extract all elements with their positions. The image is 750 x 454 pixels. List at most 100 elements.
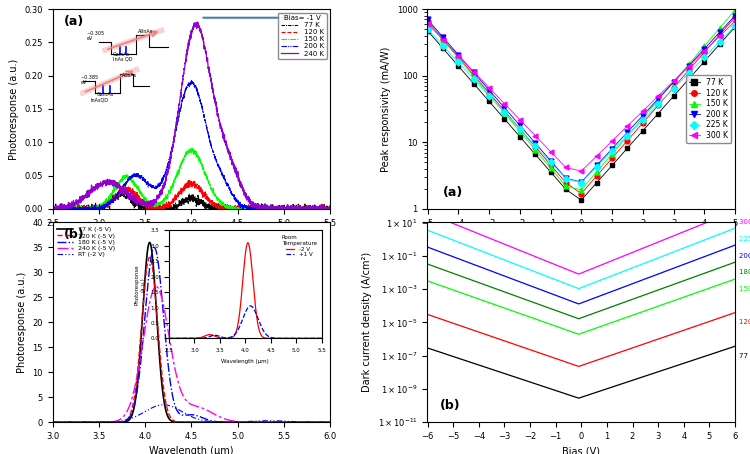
77 K	[655, 369, 664, 374]
RT (-2 V)	[317, 419, 326, 425]
180 K (-5 V)	[183, 412, 192, 418]
200 K	[604, 290, 613, 295]
RT (-2 V)	[317, 419, 326, 425]
300 K	[604, 259, 613, 265]
150 K	[561, 183, 570, 189]
120 K (-5 V)	[176, 419, 184, 425]
300 K	[716, 34, 724, 39]
150 K	[502, 306, 511, 311]
77 K	[669, 94, 678, 99]
RT (-2 V)	[159, 402, 168, 408]
200 K	[478, 265, 487, 270]
300 K	[500, 101, 508, 106]
300 K	[577, 168, 586, 174]
77 K	[423, 28, 432, 33]
150 K	[423, 278, 432, 284]
77 K (-5 V)	[317, 419, 326, 425]
120 K	[577, 191, 586, 196]
77 K	[730, 344, 740, 349]
120 K	[502, 339, 511, 344]
180 K	[502, 290, 511, 296]
X-axis label: Bias (V): Bias (V)	[562, 446, 600, 454]
225 K	[500, 109, 508, 115]
77 K	[500, 116, 508, 122]
225 K	[484, 93, 494, 99]
77 K	[423, 345, 432, 350]
120 K (-5 V)	[48, 419, 57, 425]
225 K	[454, 59, 463, 65]
Text: 77 K: 77 K	[739, 353, 750, 359]
120 K (-5 V)	[62, 419, 71, 425]
225 K	[561, 176, 570, 182]
300 K	[484, 85, 494, 90]
RT (-2 V)	[62, 419, 71, 425]
300 K	[562, 266, 571, 272]
77 K (-5 V)	[183, 419, 192, 425]
225 K	[502, 258, 511, 263]
300 K	[592, 153, 602, 159]
150 K	[574, 331, 584, 337]
120 K	[438, 36, 447, 42]
225 K	[604, 274, 613, 280]
200 K	[470, 69, 478, 75]
300 K	[730, 215, 740, 220]
150 K	[730, 276, 740, 282]
Line: 120 K: 120 K	[425, 15, 737, 196]
120 K	[730, 310, 740, 316]
77 K (-5 V)	[146, 240, 154, 245]
150 K	[546, 165, 555, 171]
120 K	[592, 173, 602, 179]
150 K	[653, 97, 663, 103]
150 K	[454, 55, 463, 61]
200 K	[500, 105, 508, 110]
180 K (-5 V)	[267, 419, 276, 425]
X-axis label: Wavelength (μm): Wavelength (μm)	[149, 233, 233, 243]
200 K	[423, 244, 432, 250]
300 K	[546, 149, 555, 154]
77 K	[716, 42, 724, 47]
120 K	[638, 120, 647, 126]
120 K	[716, 32, 724, 38]
225 K	[653, 102, 663, 107]
225 K	[655, 255, 664, 260]
77 K	[478, 363, 487, 369]
Line: 200 K: 200 K	[425, 13, 737, 185]
180 K	[478, 281, 487, 286]
240 K (-5 V)	[62, 419, 71, 425]
200 K	[562, 296, 571, 302]
180 K (-5 V)	[176, 411, 184, 417]
Text: 200 K: 200 K	[739, 253, 750, 259]
Line: 240 K (-5 V): 240 K (-5 V)	[53, 286, 330, 422]
150 K	[604, 321, 613, 326]
120 K (-5 V)	[326, 419, 334, 425]
200 K	[484, 87, 494, 93]
150 K	[592, 169, 602, 175]
180 K	[423, 262, 432, 267]
240 K (-5 V)	[267, 419, 276, 425]
77 K	[574, 395, 584, 401]
200 K	[438, 35, 447, 40]
120 K	[478, 331, 487, 336]
120 K	[684, 67, 693, 73]
120 K	[454, 54, 463, 59]
240 K (-5 V)	[183, 399, 192, 405]
300 K	[730, 19, 740, 24]
200 K	[655, 271, 664, 276]
Line: 77 K: 77 K	[427, 346, 735, 398]
300 K	[438, 37, 447, 42]
120 K	[515, 126, 524, 132]
150 K	[478, 297, 487, 303]
150 K	[638, 115, 647, 121]
Line: 120 K: 120 K	[427, 313, 735, 366]
77 K (-5 V)	[317, 419, 326, 425]
225 K	[622, 133, 632, 138]
200 K	[653, 96, 663, 102]
150 K	[515, 128, 524, 134]
Text: 180 K: 180 K	[739, 269, 750, 276]
200 K	[684, 63, 693, 69]
300 K	[454, 53, 463, 59]
200 K	[730, 13, 740, 19]
77 K	[592, 180, 602, 186]
150 K	[684, 61, 693, 67]
Text: 120 K: 120 K	[739, 319, 750, 326]
